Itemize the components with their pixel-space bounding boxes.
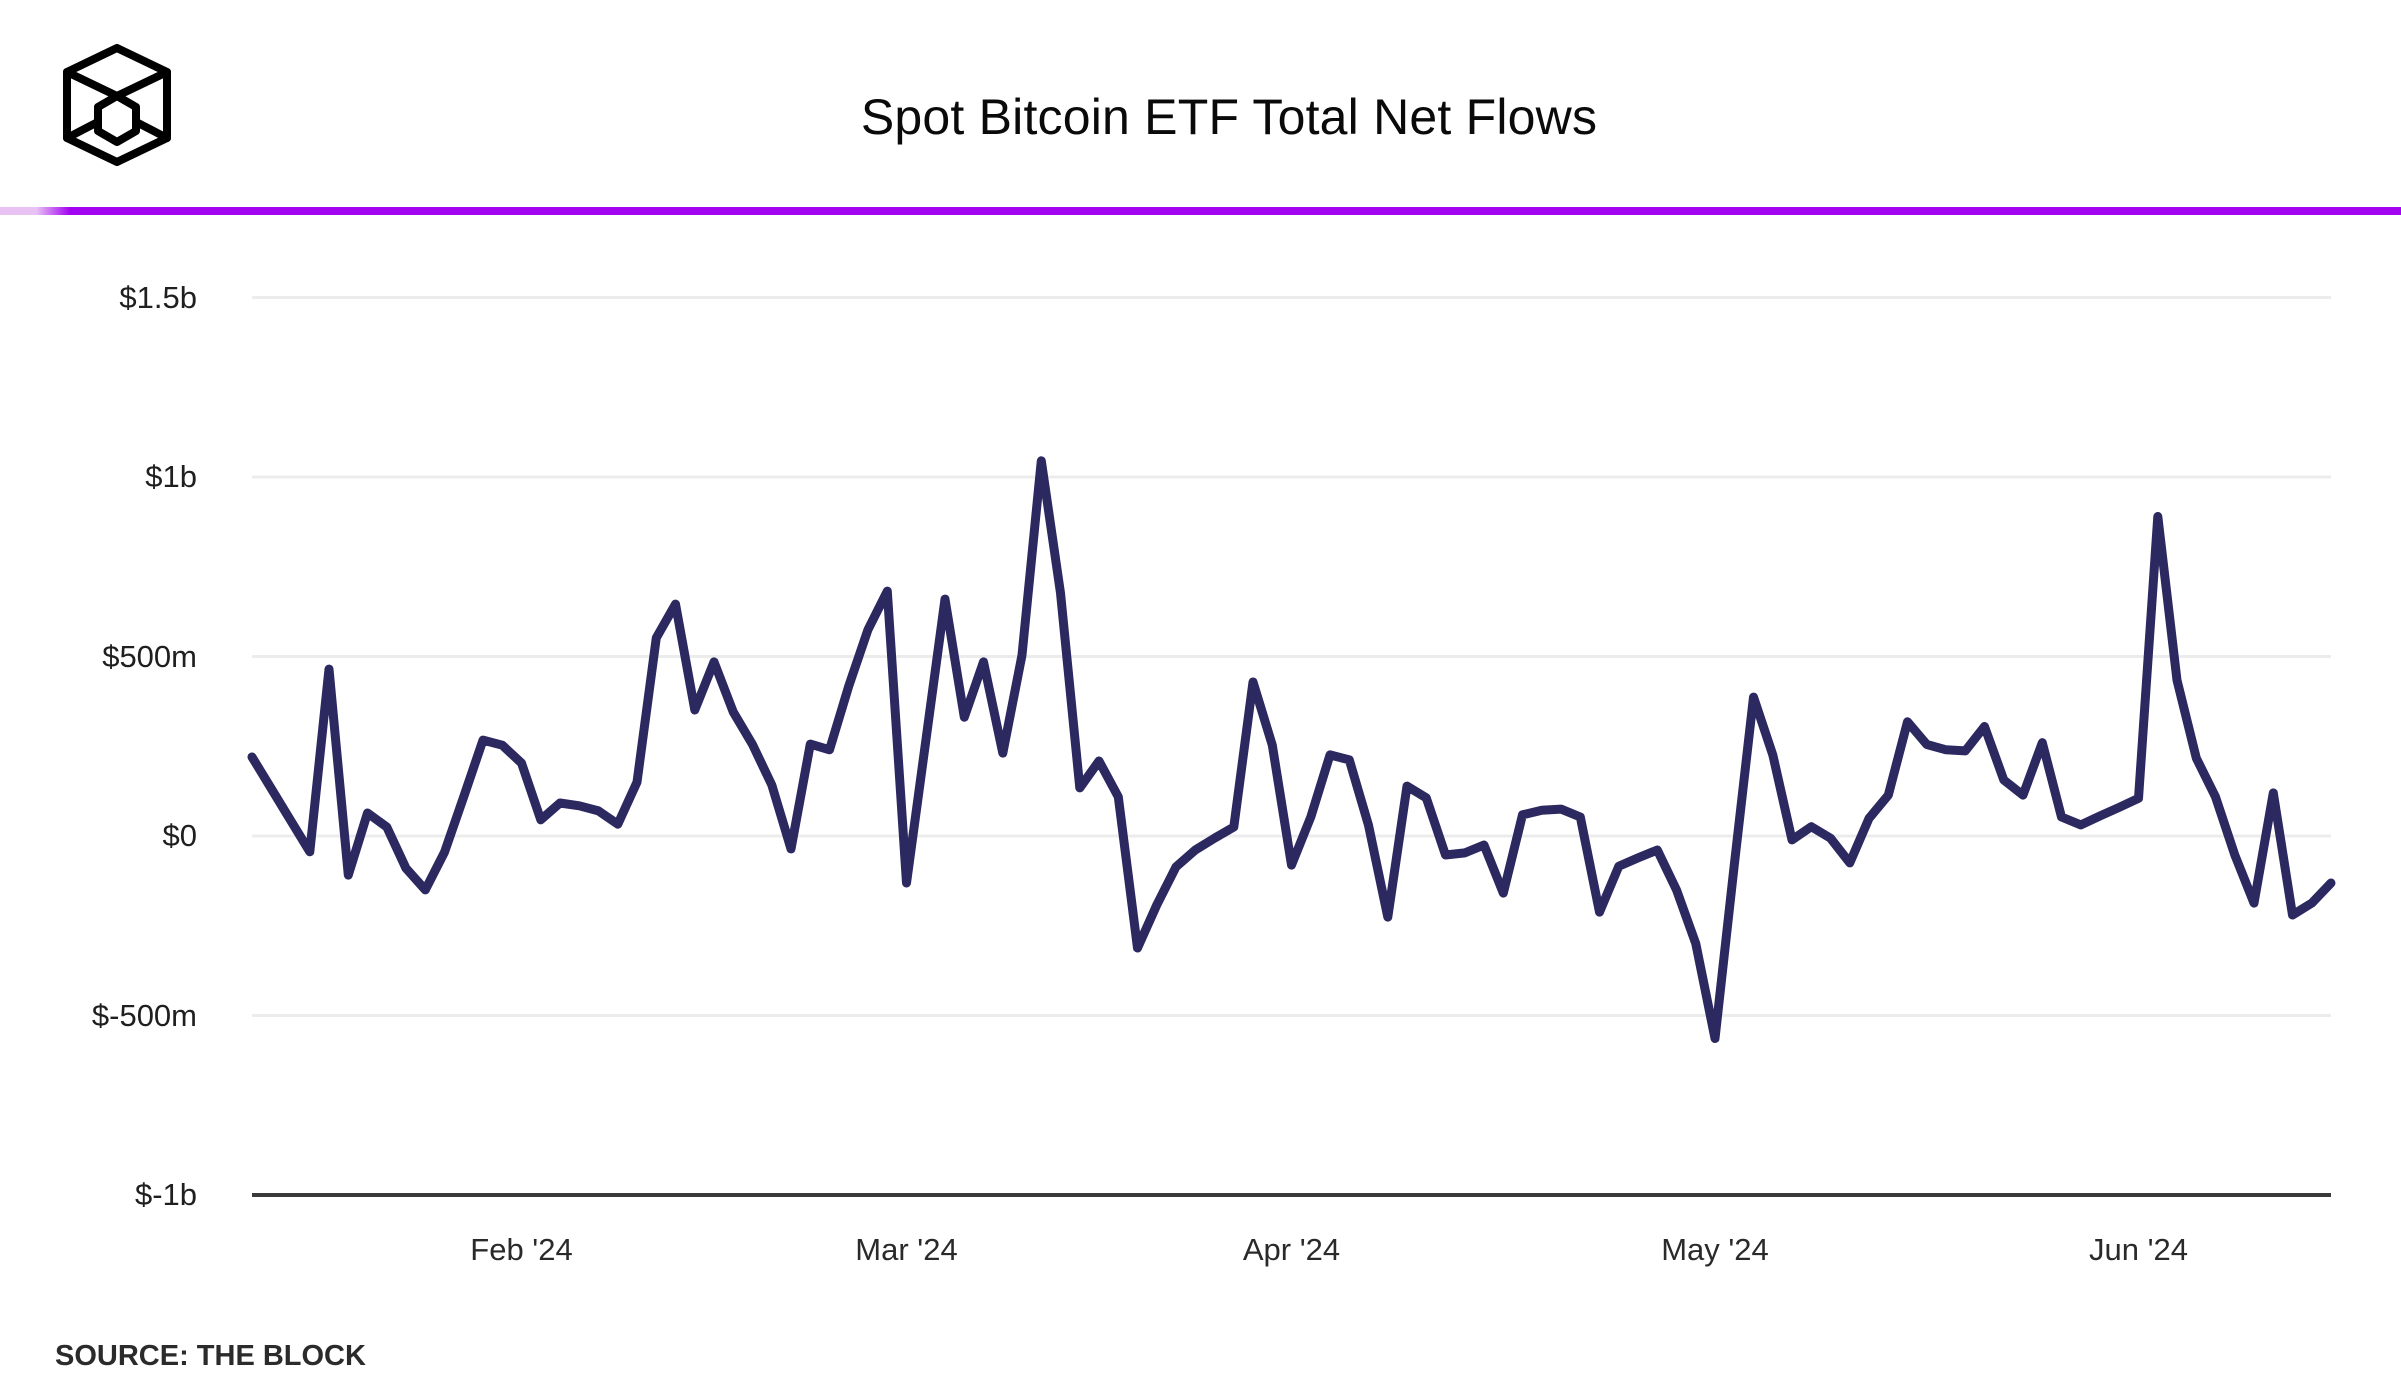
y-axis-label: $-1b xyxy=(134,1177,197,1212)
y-axis-label: $-500m xyxy=(91,997,197,1033)
page-title: Spot Bitcoin ETF Total Net Flows xyxy=(860,89,1598,145)
y-axis-label: $1.5b xyxy=(119,279,197,315)
x-axis-label: Mar '24 xyxy=(855,1232,958,1267)
x-axis-label: Apr '24 xyxy=(1242,1232,1341,1267)
y-axis-label: $500m xyxy=(102,638,197,674)
x-axis-label: Jun '24 xyxy=(2089,1232,2188,1267)
x-axis-label: May '24 xyxy=(1661,1232,1769,1267)
source-note: SOURCE: THE BLOCK UPDATED: JUN 18, 2024 xyxy=(55,1301,390,1400)
accent-divider xyxy=(0,207,2401,215)
x-axis-label: Feb '24 xyxy=(470,1232,573,1267)
y-axis-label: $0 xyxy=(162,818,197,853)
the-block-logo-icon xyxy=(63,44,171,166)
netflow-line xyxy=(247,456,2336,1043)
source-line: SOURCE: THE BLOCK xyxy=(55,1340,366,1372)
y-axis-label: $1b xyxy=(145,459,197,494)
